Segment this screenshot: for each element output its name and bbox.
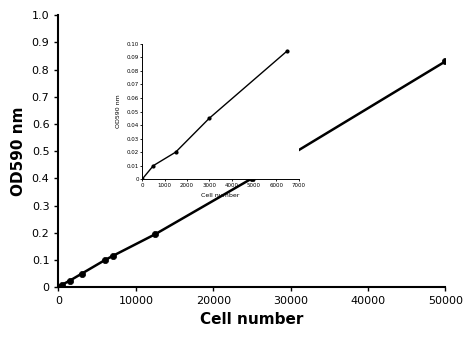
Y-axis label: OD590 nm: OD590 nm <box>116 95 121 128</box>
Y-axis label: OD590 nm: OD590 nm <box>11 106 26 196</box>
X-axis label: Cell number: Cell number <box>200 312 304 327</box>
X-axis label: Cell number: Cell number <box>201 193 239 198</box>
